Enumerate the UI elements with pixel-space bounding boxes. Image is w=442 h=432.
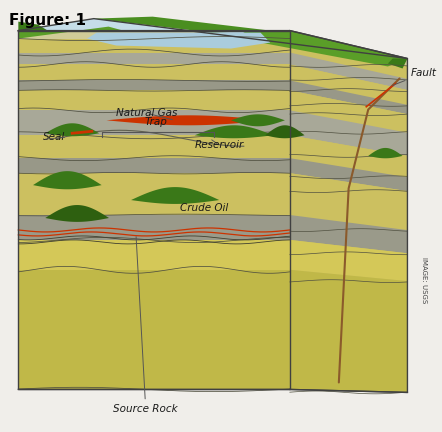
Polygon shape [18,158,290,173]
Polygon shape [290,110,408,156]
Text: Natural Gas: Natural Gas [116,108,178,120]
Polygon shape [18,64,290,80]
Polygon shape [18,135,290,158]
Text: Seal: Seal [43,132,65,142]
Polygon shape [87,32,270,48]
Polygon shape [231,114,285,126]
Polygon shape [290,270,408,392]
Polygon shape [290,80,408,114]
Polygon shape [290,215,408,253]
Polygon shape [107,115,270,125]
Polygon shape [18,31,290,38]
Text: Source Rock: Source Rock [114,237,178,414]
Text: Crude Oil: Crude Oil [180,200,229,213]
Polygon shape [18,22,48,31]
Text: Fault: Fault [392,68,436,86]
Text: Trap: Trap [144,117,167,127]
Polygon shape [290,31,408,66]
Polygon shape [290,240,408,281]
Polygon shape [195,125,273,138]
Polygon shape [18,215,290,240]
Polygon shape [290,38,408,79]
Polygon shape [290,158,408,191]
Text: Figure: 1: Figure: 1 [8,13,86,28]
Polygon shape [290,90,408,133]
Polygon shape [290,31,408,392]
Polygon shape [290,135,408,177]
Polygon shape [18,90,290,110]
Polygon shape [45,123,99,136]
Polygon shape [18,270,290,389]
Polygon shape [290,173,408,230]
Polygon shape [18,27,123,38]
Polygon shape [290,64,408,105]
Polygon shape [18,240,290,270]
Polygon shape [18,110,290,135]
Polygon shape [131,187,219,204]
Polygon shape [33,171,102,189]
Polygon shape [45,205,109,222]
Polygon shape [368,148,403,158]
Polygon shape [18,80,290,90]
Polygon shape [94,17,270,32]
Polygon shape [18,31,290,389]
Polygon shape [265,125,305,138]
Polygon shape [18,53,290,64]
Polygon shape [241,31,408,67]
Polygon shape [290,53,408,90]
Polygon shape [18,38,290,53]
Polygon shape [18,19,408,58]
Polygon shape [18,173,290,215]
Text: IMAGE: USGS: IMAGE: USGS [421,257,427,303]
Polygon shape [388,58,408,69]
Text: Reservoir: Reservoir [195,140,244,150]
